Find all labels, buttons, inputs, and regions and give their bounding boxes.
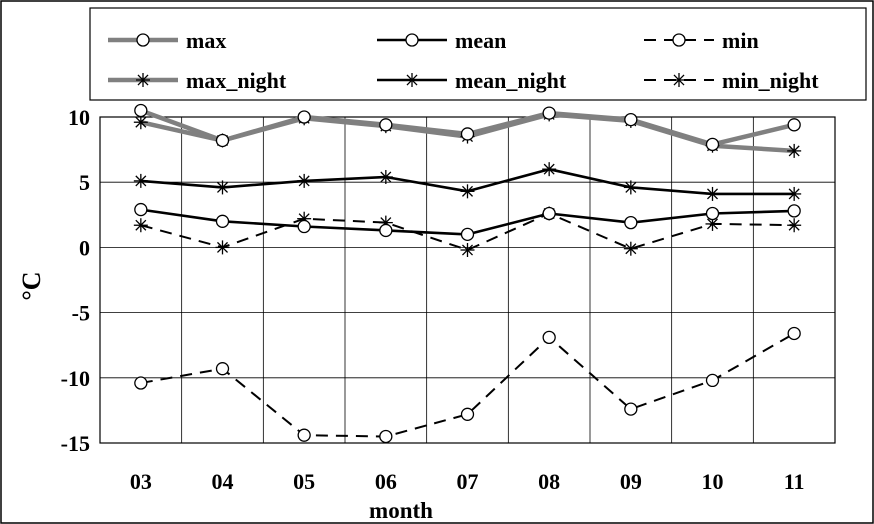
data-point <box>542 206 556 221</box>
x-tick-label: 03 <box>130 469 152 494</box>
legend-item: max <box>108 28 226 53</box>
legend-marker <box>672 33 686 47</box>
data-point <box>787 204 801 218</box>
data-point <box>623 180 638 195</box>
data-point <box>379 223 393 238</box>
data-point <box>542 330 556 345</box>
data-point <box>705 137 720 152</box>
data-point <box>460 407 475 421</box>
data-point <box>542 106 556 120</box>
legend-item: min_night <box>644 68 819 93</box>
y-axis-title: °C <box>17 271 46 300</box>
data-point <box>542 162 557 177</box>
data-point <box>134 103 148 118</box>
y-tick-label: 5 <box>79 170 90 195</box>
data-point <box>787 186 802 201</box>
y-axis-ticks: 10 5 0 -5 -10 -15 <box>61 105 90 456</box>
data-point <box>379 429 393 444</box>
data-point <box>297 173 312 188</box>
legend-label: max <box>186 28 226 53</box>
series-min <box>134 326 801 444</box>
legend-marker <box>405 33 419 47</box>
data-point <box>215 133 230 148</box>
legend-item: min <box>644 28 759 53</box>
data-point <box>705 373 720 388</box>
legend: max mean min max_night mean_night min_night <box>108 28 819 93</box>
legend-label: mean_night <box>455 68 567 93</box>
y-tick-label: -10 <box>61 366 90 391</box>
data-point <box>705 186 720 201</box>
legend-label: mean <box>455 28 506 53</box>
data-point <box>133 115 148 130</box>
data-point <box>460 243 475 258</box>
data-point <box>133 218 148 233</box>
data-point <box>378 169 393 184</box>
plot-area <box>99 116 836 444</box>
y-tick-label: -15 <box>61 431 90 456</box>
legend-box <box>89 7 867 101</box>
legend-marker <box>136 73 150 87</box>
x-tick-label: 10 <box>702 469 724 494</box>
x-tick-label: 04 <box>212 469 234 494</box>
data-point <box>787 143 802 158</box>
data-point <box>787 218 802 233</box>
data-point <box>215 180 230 195</box>
legend-marker <box>405 73 419 87</box>
data-point <box>787 326 801 341</box>
x-tick-label: 09 <box>620 469 642 494</box>
data-point <box>215 362 230 376</box>
x-tick-label: 11 <box>784 469 805 494</box>
data-point <box>297 219 311 234</box>
data-point <box>623 241 638 256</box>
x-tick-label: 07 <box>457 469 479 494</box>
series-layer <box>133 103 802 444</box>
x-tick-label: 05 <box>293 469 315 494</box>
legend-label: max_night <box>186 68 287 93</box>
legend-label: min <box>722 28 759 53</box>
y-tick-label: 0 <box>79 235 90 260</box>
x-axis-title: month <box>369 498 433 523</box>
data-point <box>134 202 148 217</box>
data-point <box>460 127 475 141</box>
y-tick-label: 10 <box>68 105 90 130</box>
data-point <box>215 214 230 228</box>
x-axis-ticks: 03 04 05 06 07 08 09 10 11 <box>130 469 805 494</box>
series-mean-night <box>133 162 802 201</box>
data-point <box>787 118 801 132</box>
series-max <box>134 103 801 152</box>
x-tick-label: 06 <box>375 469 397 494</box>
data-point <box>134 376 148 390</box>
data-point <box>705 206 720 221</box>
x-tick-label: 08 <box>538 469 560 494</box>
data-point <box>460 184 475 199</box>
legend-item: mean_night <box>377 68 567 93</box>
data-point <box>460 227 475 242</box>
legend-label: min_night <box>722 68 819 93</box>
y-tick-label: -5 <box>72 301 90 326</box>
data-point <box>133 173 148 188</box>
series-mean <box>134 202 801 242</box>
data-point <box>624 402 638 416</box>
data-point <box>215 240 230 255</box>
data-point <box>379 118 393 132</box>
data-point <box>297 110 311 124</box>
data-point <box>297 428 311 442</box>
legend-item: max_night <box>108 68 287 93</box>
data-point <box>624 112 638 127</box>
data-point <box>624 215 638 230</box>
legend-marker <box>672 73 686 87</box>
legend-item: mean <box>377 28 506 53</box>
legend-marker <box>136 33 150 47</box>
